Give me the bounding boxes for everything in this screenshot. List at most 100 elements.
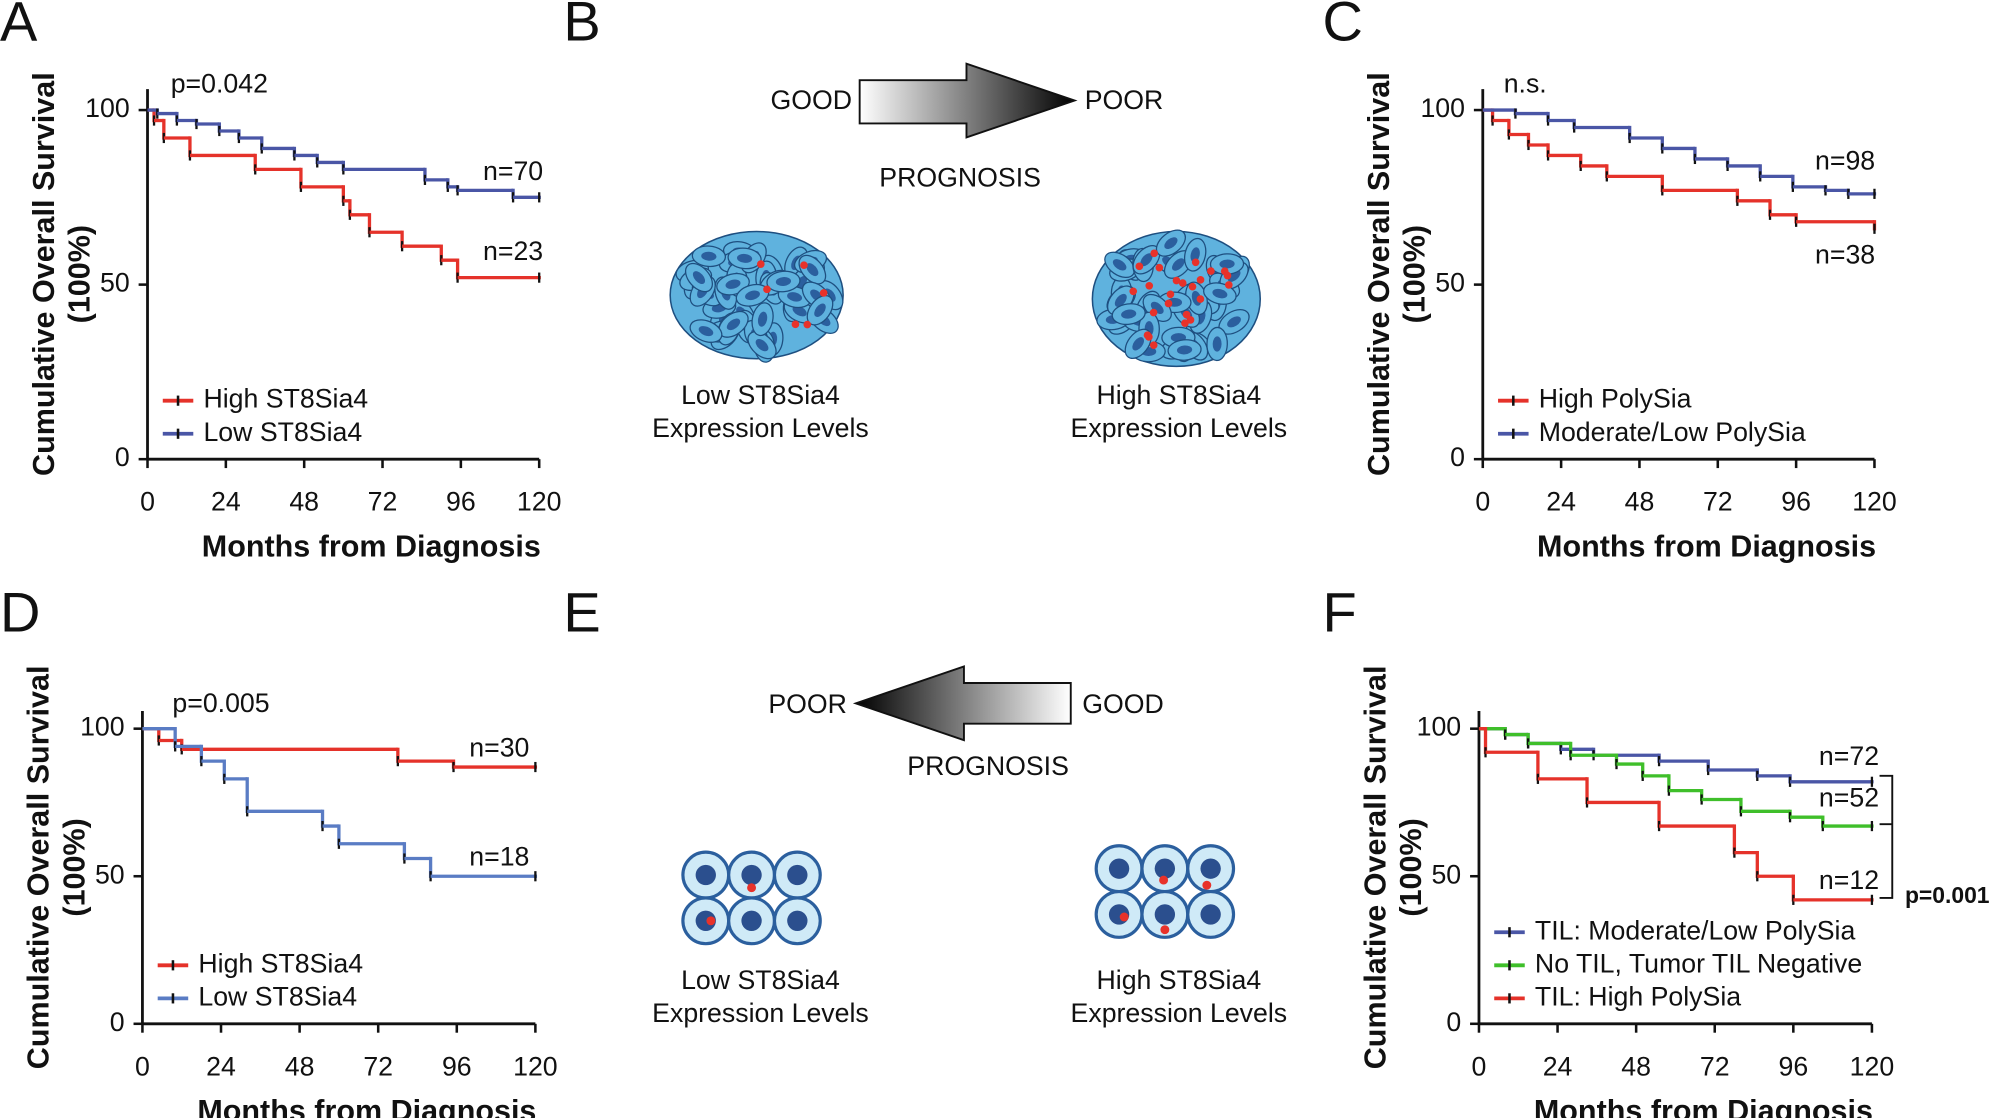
nucleus [1200,858,1221,879]
y-axis-title: Cumulative Overall Survival [27,72,61,476]
red-dot [819,289,828,297]
x-tick-label: 72 [368,487,398,517]
annotation: n=52 [1819,783,1879,813]
red-dot [1145,281,1154,290]
nucleus [1154,858,1176,879]
nucleus [698,326,714,337]
red-dot [1135,262,1144,271]
red-dot [1119,912,1129,922]
x-tick-label: 48 [1621,1051,1651,1081]
y-tick-label: 0 [1446,1007,1461,1037]
x-axis-title: Months from Diagnosis [1537,529,1876,563]
nucleus [757,311,768,327]
nucleus [792,305,807,317]
legend-label: Low ST8Sia4 [203,417,362,447]
high-label: High ST8Sia4 [1097,965,1262,995]
nucleus [1212,288,1228,299]
nucleus [725,279,741,289]
annotation: p=0.005 [172,688,269,718]
red-dot [1181,319,1189,327]
nucleus [736,253,753,263]
nucleus [755,339,769,352]
low-label: Low ST8Sia4 [681,380,840,410]
nucleus [1112,259,1127,271]
x-tick-label: 120 [513,1051,558,1081]
x-tick-label: 48 [285,1051,315,1081]
high-label: Expression Levels [1071,413,1288,443]
x-tick-label: 120 [1850,1051,1895,1081]
cell-grid [681,850,822,946]
red-dot [1225,281,1233,289]
x-tick-label: 0 [1475,487,1490,517]
y-tick-label: 100 [80,712,125,742]
nucleus [1219,259,1235,269]
y-tick-label: 0 [110,1007,125,1037]
panel-letter: C [1323,0,1363,52]
red-dot [1220,267,1229,276]
x-tick-label: 48 [1625,487,1655,517]
red-dot [1149,341,1158,349]
x-tick-label: 48 [289,487,319,517]
nucleus [701,251,717,261]
x-tick-label: 120 [1852,487,1897,517]
nucleus [1140,253,1153,267]
y-tick-label: 100 [85,93,130,123]
panel-letter: F [1323,581,1357,644]
y-tick-label: 0 [1450,442,1465,472]
x-tick-label: 96 [446,487,476,517]
legend-label: TIL: Moderate/Low PolySia [1535,915,1856,945]
cell-cluster [1091,229,1262,368]
high-label: Expression Levels [1071,998,1288,1028]
panel-letter: B [563,0,600,52]
nucleus [1108,858,1130,879]
annotation: n=98 [1815,145,1875,175]
red-dot [1196,276,1205,284]
arrow-caption: PROGNOSIS [907,751,1069,781]
y-tick-label: 50 [95,859,125,889]
annotation: n=23 [483,236,543,266]
red-dot [1186,316,1195,324]
red-dot [1149,308,1158,317]
nucleus [1132,337,1145,351]
red-dot [1202,880,1212,890]
nucleus [806,263,819,277]
red-dot [756,260,765,268]
red-dot [706,916,716,926]
annotation: n=70 [483,156,543,186]
nucleus [814,303,826,317]
high-label: High ST8Sia4 [1097,380,1262,410]
red-dot [1166,290,1175,299]
nucleus [1172,258,1185,271]
red-dot [1150,249,1159,258]
nucleus [1227,316,1241,328]
arrow-right-label: GOOD [1082,689,1164,719]
nucleus [775,277,792,287]
cell-cluster [669,230,844,363]
annotation: n=38 [1815,240,1875,270]
y-axis-title: (100%) [1398,225,1432,323]
legend-label: High ST8Sia4 [203,384,368,414]
nucleus [787,910,808,931]
red-dot [1207,267,1215,275]
red-dot [1188,282,1197,291]
red-dot [1129,287,1138,296]
y-tick-label: 0 [115,442,130,472]
arrow-left-label: GOOD [770,85,852,115]
red-dot [763,285,771,294]
x-tick-label: 0 [135,1051,150,1081]
y-tick-label: 50 [1435,268,1465,298]
arrow-right-label: POOR [1085,85,1164,115]
x-tick-label: 24 [206,1051,236,1081]
red-dot [1182,310,1191,319]
x-tick-label: 96 [1781,487,1811,517]
annotation: n=12 [1819,865,1879,895]
arrow [858,62,1078,139]
nucleus [1200,904,1221,925]
y-tick-label: 100 [1420,93,1465,123]
low-label: Low ST8Sia4 [681,965,840,995]
nucleus [1190,247,1200,263]
red-dot [1159,875,1169,885]
legend-label: Moderate/Low PolySia [1539,417,1806,447]
